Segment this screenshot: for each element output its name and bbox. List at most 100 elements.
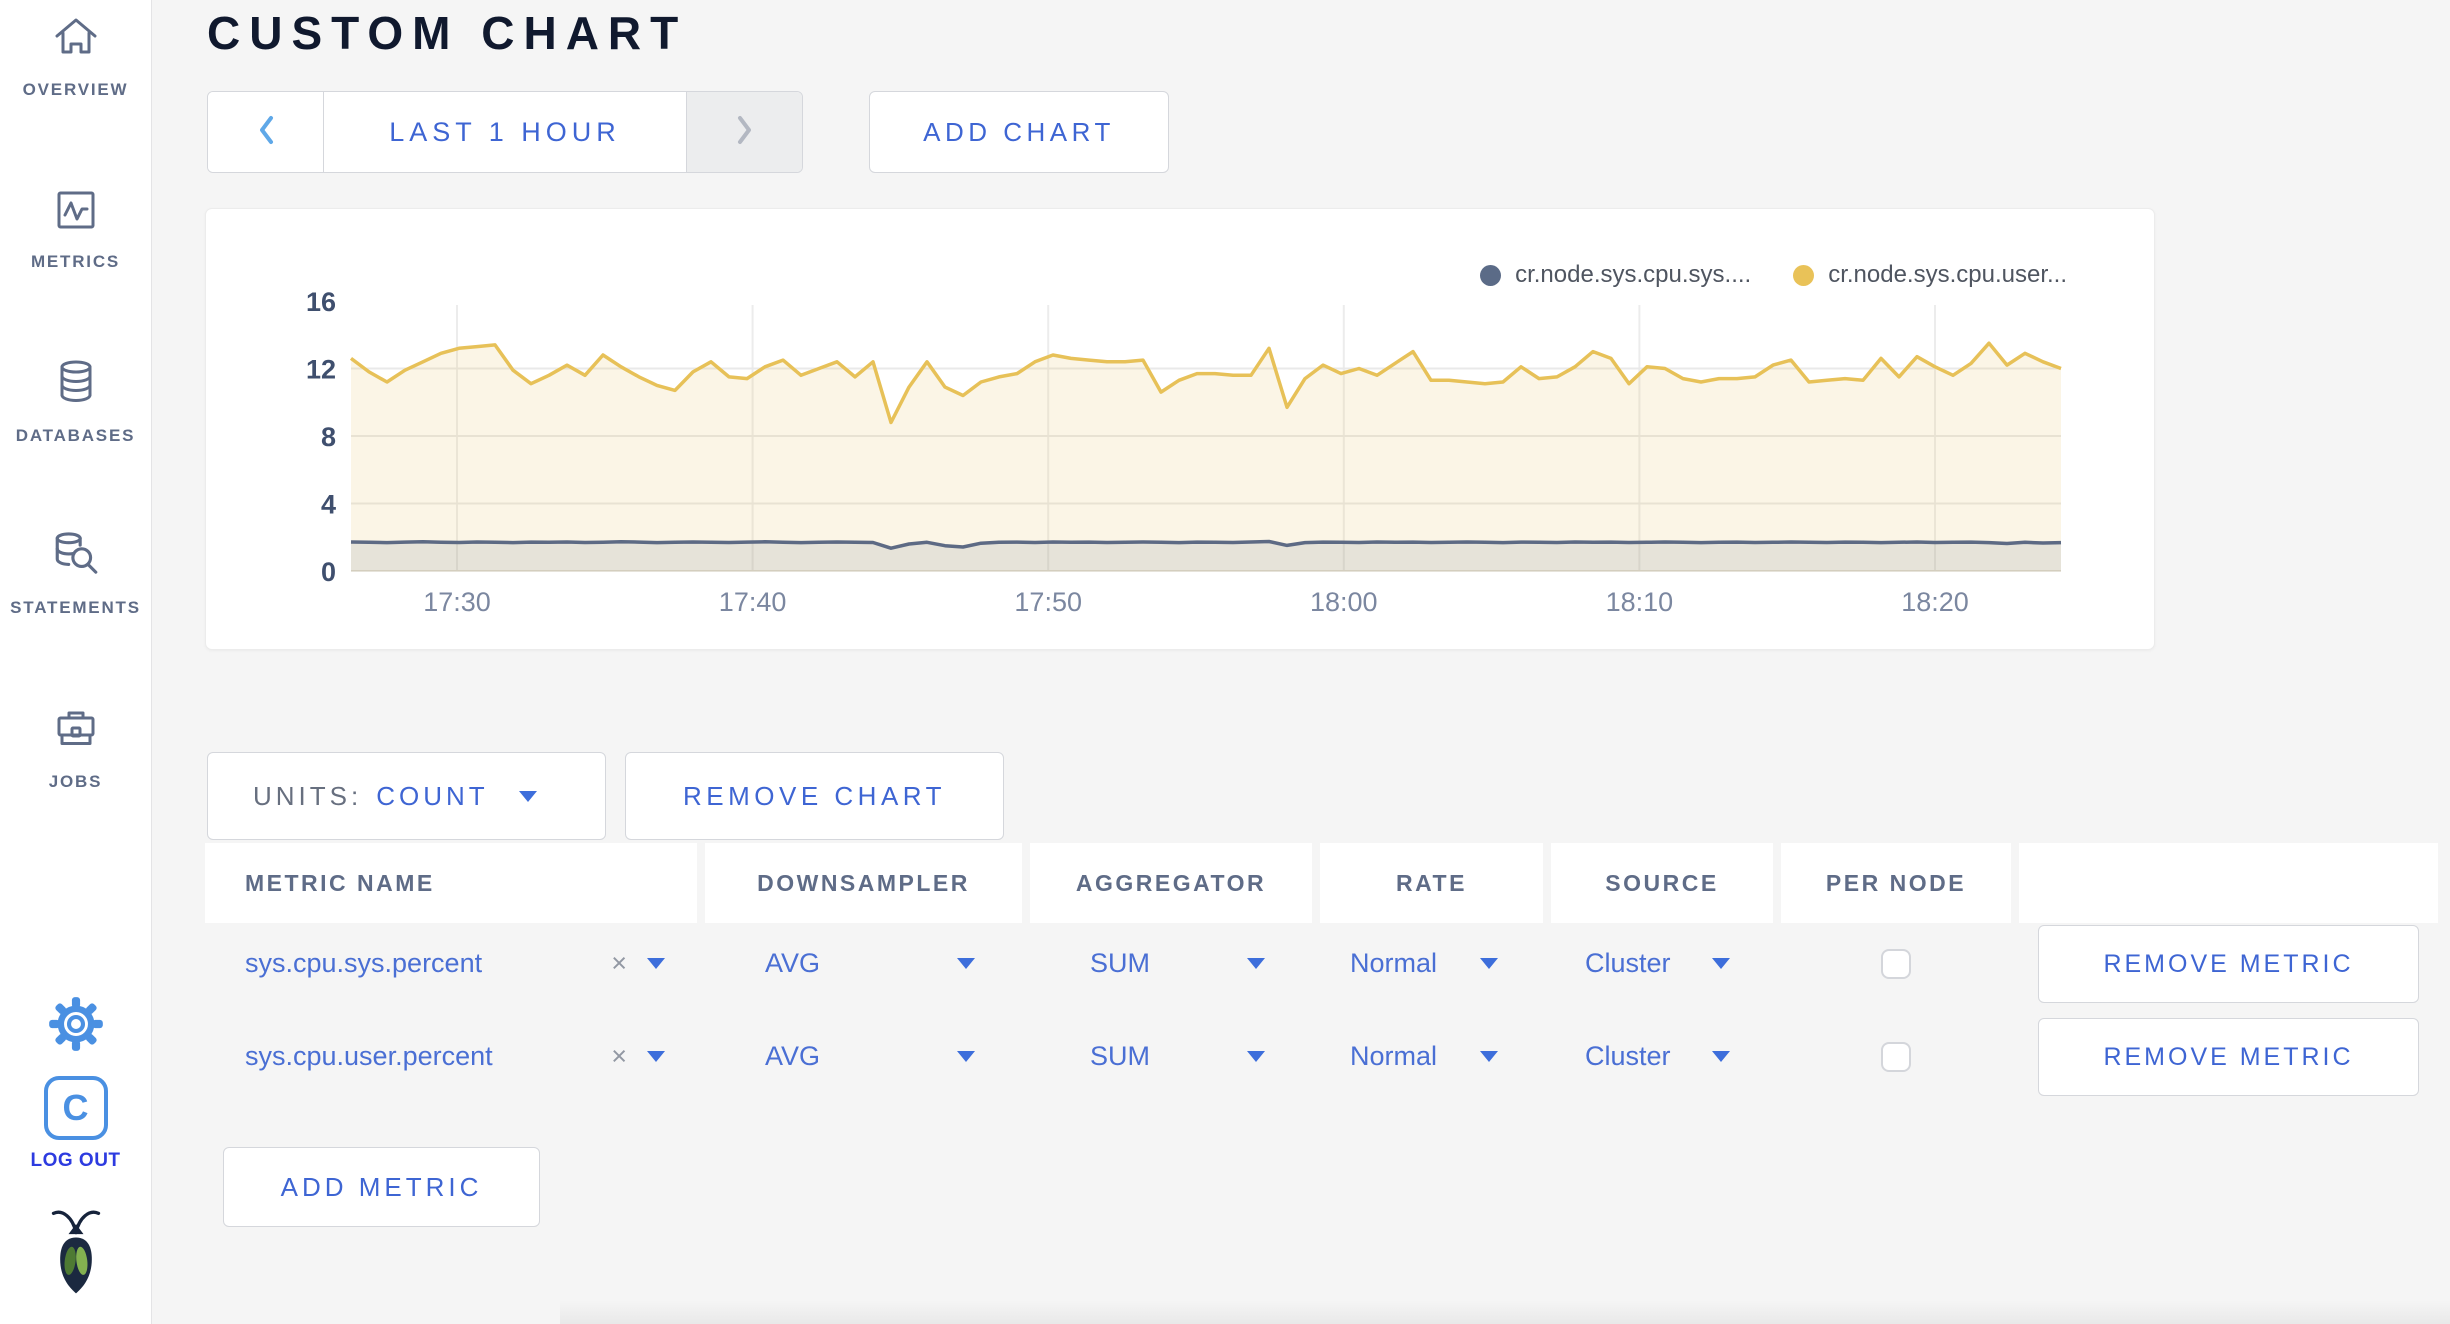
time-range-prev-button[interactable] (208, 92, 324, 172)
databases-icon (52, 358, 100, 413)
aggregator-select[interactable]: SUM (1090, 922, 1265, 1005)
chevron-down-icon (1480, 958, 1498, 969)
source-select[interactable]: Cluster (1585, 922, 1730, 1005)
svg-text:17:30: 17:30 (423, 587, 491, 617)
downsampler-select[interactable]: AVG (765, 922, 975, 1005)
column-header-aggregator: AGGREGATOR (1030, 843, 1312, 923)
sidebar: OVERVIEW METRICS DATABASES (0, 0, 152, 1324)
units-dropdown[interactable]: UNITS: COUNT (207, 752, 606, 840)
aggregator-value: SUM (1090, 1041, 1150, 1071)
column-header-actions (2019, 843, 2438, 923)
svg-text:12: 12 (306, 355, 336, 385)
jobs-icon (52, 706, 100, 759)
legend-dot-sys (1480, 264, 1502, 286)
svg-text:16: 16 (306, 287, 336, 317)
sidebar-item-jobs[interactable]: JOBS (0, 706, 151, 792)
remove-metric-button[interactable]: REMOVE METRIC (2038, 1018, 2419, 1096)
chevron-down-icon (1712, 958, 1730, 969)
column-header-metric-name: METRIC NAME (205, 843, 697, 923)
rate-select[interactable]: Normal (1350, 922, 1498, 1005)
aggregator-value: SUM (1090, 948, 1150, 978)
chevron-down-icon[interactable] (647, 958, 665, 969)
sidebar-item-metrics[interactable]: METRICS (0, 186, 151, 272)
cockroach-c-icon: C (43, 1076, 108, 1140)
gear-icon (48, 996, 104, 1057)
sidebar-item-databases[interactable]: DATABASES (0, 358, 151, 446)
per-node-checkbox[interactable] (1881, 948, 1911, 979)
add-chart-button[interactable]: ADD CHART (869, 91, 1169, 173)
source-select[interactable]: Cluster (1585, 1015, 1730, 1098)
svg-text:0: 0 (321, 557, 336, 587)
source-value: Cluster (1585, 1041, 1671, 1071)
table-row-metric-name[interactable]: sys.cpu.sys.percent × (245, 922, 665, 1005)
units-label: UNITS: (253, 780, 363, 811)
sidebar-item-label: OVERVIEW (22, 80, 129, 99)
column-header-per-node: PER NODE (1781, 843, 2011, 923)
time-range-dropdown[interactable]: LAST 1 HOUR (389, 116, 621, 147)
chart-card: cr.node.sys.cpu.sys.... cr.node.sys.cpu.… (205, 208, 2155, 650)
column-header-source: SOURCE (1551, 843, 1773, 923)
statements-icon (51, 530, 101, 585)
logout-label: LOG OUT (30, 1150, 121, 1171)
clear-metric-icon[interactable]: × (611, 1041, 627, 1071)
per-node-checkbox[interactable] (1881, 1041, 1911, 1072)
chevron-down-icon (957, 958, 975, 969)
sidebar-item-label: DATABASES (15, 426, 136, 445)
source-value: Cluster (1585, 948, 1671, 978)
downsampler-select[interactable]: AVG (765, 1015, 975, 1098)
remove-chart-button[interactable]: REMOVE CHART (625, 752, 1004, 840)
cpu-timeseries-chart: 17:30 17:40 17:50 18:00 18:10 18:20 0 4 8 12 16 (306, 287, 2062, 617)
sidebar-item-label: STATEMENTS (10, 598, 141, 617)
rate-value: Normal (1350, 948, 1438, 978)
home-icon (52, 14, 100, 67)
table-row-metric-name[interactable]: sys.cpu.user.percent × (245, 1015, 665, 1098)
settings-button[interactable] (0, 996, 151, 1057)
legend-entry-sys[interactable]: cr.node.sys.cpu.sys.... (1480, 261, 1751, 289)
svg-text:18:10: 18:10 (1606, 587, 1674, 617)
units-value: COUNT (376, 780, 489, 811)
page-bottom-shadow (560, 1300, 2450, 1324)
bug-icon (51, 1204, 101, 1301)
svg-text:17:40: 17:40 (719, 587, 787, 617)
rate-select[interactable]: Normal (1350, 1015, 1498, 1098)
chevron-down-icon (518, 790, 537, 802)
chevron-down-icon (1247, 1051, 1265, 1062)
legend-dot-user (1793, 264, 1815, 286)
svg-text:4: 4 (321, 490, 336, 520)
clear-metric-icon[interactable]: × (611, 948, 627, 978)
remove-metric-button[interactable]: REMOVE METRIC (2038, 925, 2419, 1003)
chevron-down-icon (1712, 1051, 1730, 1062)
page-title: CUSTOM CHART (207, 7, 688, 59)
legend-label-sys: cr.node.sys.cpu.sys.... (1515, 261, 1752, 288)
chevron-left-icon (254, 112, 278, 153)
metric-name-value[interactable]: sys.cpu.sys.percent (245, 948, 483, 978)
svg-text:17:50: 17:50 (1014, 587, 1082, 617)
aggregator-select[interactable]: SUM (1090, 1015, 1265, 1098)
svg-text:8: 8 (321, 422, 336, 452)
rate-value: Normal (1350, 1041, 1438, 1071)
sidebar-item-label: JOBS (48, 772, 103, 791)
column-header-downsampler: DOWNSAMPLER (705, 843, 1022, 923)
metric-name-value[interactable]: sys.cpu.user.percent (245, 1041, 493, 1071)
sidebar-item-overview[interactable]: OVERVIEW (0, 14, 151, 100)
chevron-down-icon (1480, 1051, 1498, 1062)
chevron-down-icon (1247, 958, 1265, 969)
downsampler-value: AVG (765, 948, 821, 978)
legend-entry-user[interactable]: cr.node.sys.cpu.user... (1793, 261, 2067, 289)
chart-legend: cr.node.sys.cpu.sys.... cr.node.sys.cpu.… (1480, 261, 2067, 289)
chevron-down-icon[interactable] (647, 1051, 665, 1062)
sidebar-item-statements[interactable]: STATEMENTS (0, 530, 151, 618)
sidebar-item-label: METRICS (30, 252, 121, 271)
downsampler-value: AVG (765, 1041, 821, 1071)
svg-text:18:20: 18:20 (1901, 587, 1969, 617)
time-range-selector: LAST 1 HOUR (207, 91, 803, 173)
cockroach-bug-logo (0, 1204, 151, 1301)
chevron-down-icon (957, 1051, 975, 1062)
time-range-next-button[interactable] (686, 92, 802, 172)
chevron-right-icon (733, 112, 757, 153)
metrics-icon (52, 186, 100, 239)
add-metric-button[interactable]: ADD METRIC (223, 1147, 540, 1227)
legend-label-user: cr.node.sys.cpu.user... (1828, 261, 2067, 288)
logout-button[interactable]: C LOG OUT (0, 1076, 151, 1172)
